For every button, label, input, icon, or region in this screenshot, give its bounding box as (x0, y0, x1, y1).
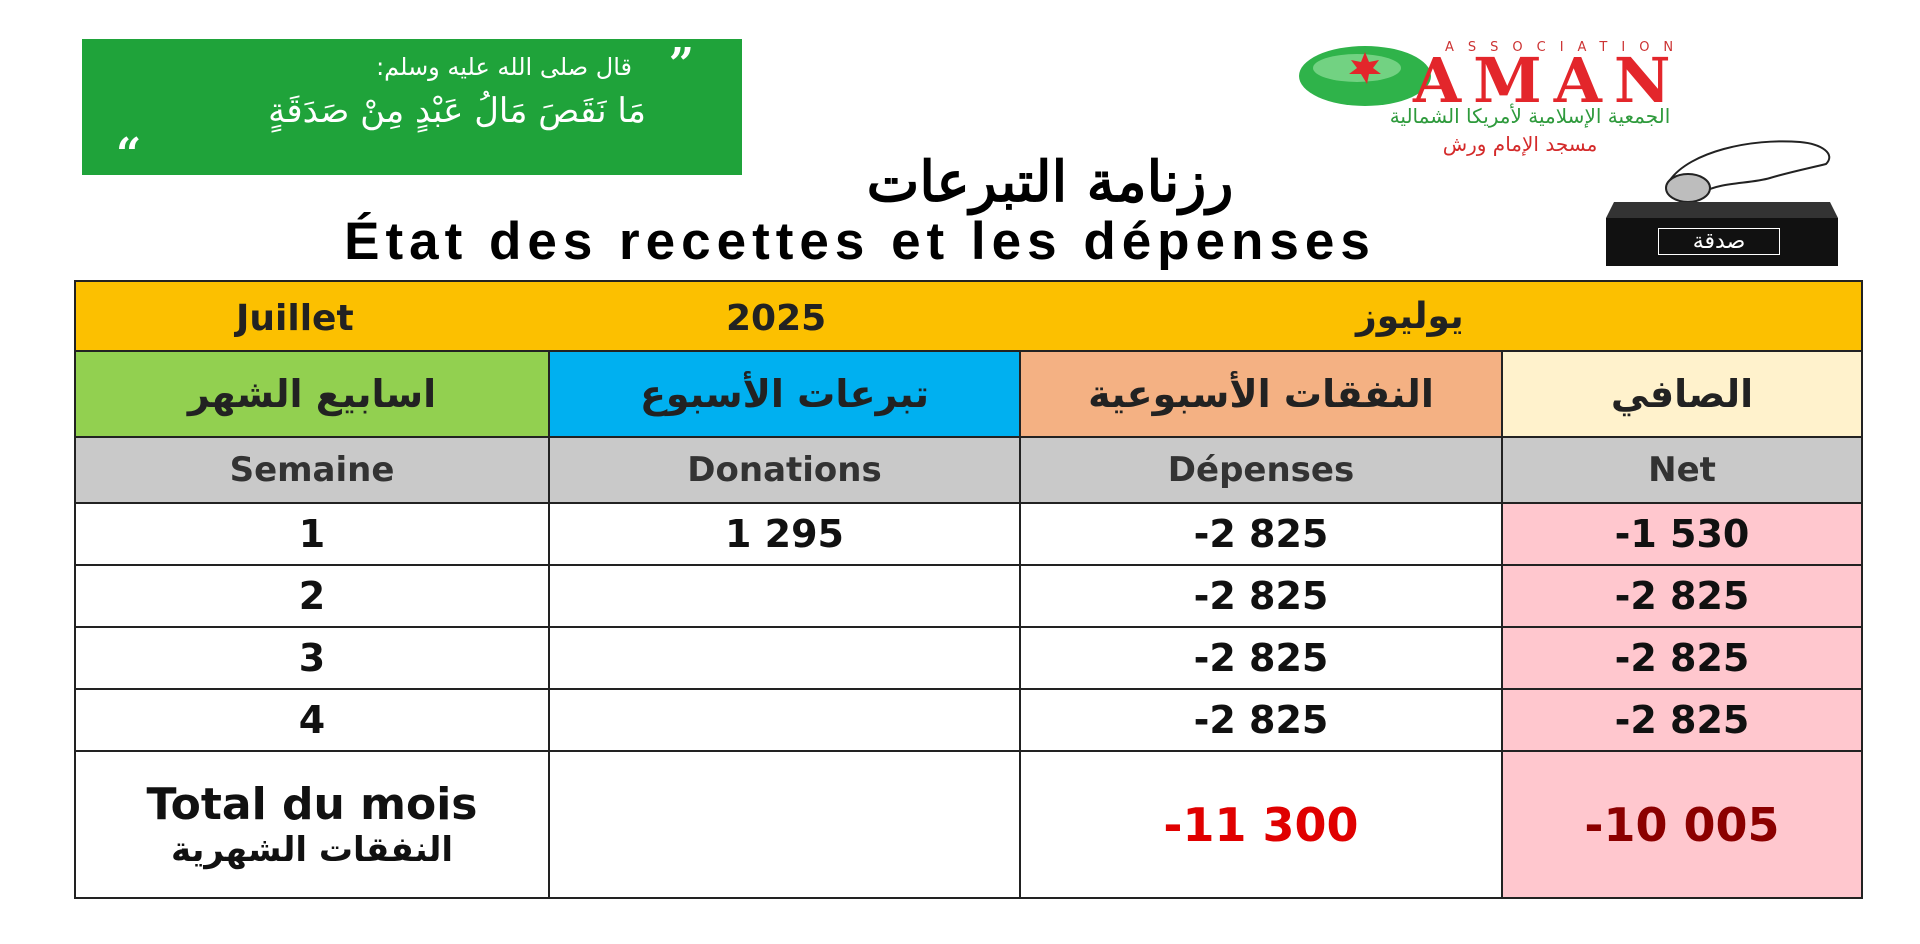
aman-logo: ASSOCIATION AMAN الجمعية الإسلامية لأمري… (1295, 36, 1755, 161)
header-net-ar: الصافي (1501, 350, 1863, 438)
logo-association-text: ASSOCIATION (1445, 40, 1688, 55)
close-quote-mark: “ (116, 129, 142, 180)
total-label-arabic: النفقات الشهرية (170, 830, 453, 870)
hand-icon (1606, 140, 1838, 266)
month-french: Juillet (236, 298, 354, 339)
header-donations-ar: تبرعات الأسبوع (548, 350, 1021, 438)
logo-brand: AMAN (1413, 44, 1683, 117)
month-cell: Juillet 2025 يوليوز (74, 280, 1863, 352)
month-arabic: يوليوز (1356, 296, 1464, 337)
week-expenses: -2 825 (1019, 626, 1503, 690)
week-donations (548, 688, 1021, 752)
year: 2025 (726, 298, 827, 339)
logo-mosque-name: مسجد الإمام ورش (1442, 132, 1598, 156)
header-donations-fr: Donations (548, 436, 1021, 504)
header-expenses-fr: Dépenses (1019, 436, 1503, 504)
week-donations: 1 295 (548, 502, 1021, 566)
donation-box-illustration: صدقة (1600, 132, 1840, 266)
week-net: -1 530 (1501, 502, 1863, 566)
hadith-text: مَا نَقَصَ مَالُ عَبْدٍ مِنْ صَدَقَةٍ (268, 91, 646, 131)
hadith-intro: قال صلى الله عليه وسلم: (376, 53, 632, 81)
header-weeks-ar: اسابيع الشهر (74, 350, 550, 438)
week-donations (548, 564, 1021, 628)
month-row: Juillet 2025 يوليوز (74, 280, 1863, 352)
page-title-french: État des recettes et les dépenses (344, 212, 1376, 271)
table-row: 4 -2 825 -2 825 (74, 688, 1863, 752)
logo-arabic-name: الجمعية الإسلامية لأمريكا الشمالية (1389, 104, 1671, 128)
week-number: 4 (74, 688, 550, 752)
total-row: Total du mois النفقات الشهرية -11 300 -1… (74, 750, 1863, 899)
open-quote-mark: ” (668, 39, 694, 90)
donations-table: Juillet 2025 يوليوز اسابيع الشهر تبرعات … (74, 280, 1863, 899)
total-donations (548, 750, 1021, 899)
total-net: -10 005 (1501, 750, 1863, 899)
box-label: صدقة (1658, 228, 1780, 255)
table-row: 1 1 295 -2 825 -1 530 (74, 502, 1863, 566)
week-donations (548, 626, 1021, 690)
page-title-arabic: رزنامة التبرعات (866, 149, 1234, 215)
week-expenses: -2 825 (1019, 688, 1503, 752)
week-number: 3 (74, 626, 550, 690)
globe-icon (1299, 46, 1431, 106)
week-expenses: -2 825 (1019, 564, 1503, 628)
french-header-row: Semaine Donations Dépenses Net (74, 436, 1863, 504)
table-row: 2 -2 825 -2 825 (74, 564, 1863, 628)
week-expenses: -2 825 (1019, 502, 1503, 566)
hadith-banner: ” قال صلى الله عليه وسلم: مَا نَقَصَ مَا… (82, 39, 742, 180)
total-label: Total du mois النفقات الشهرية (74, 750, 550, 899)
header-week-fr: Semaine (74, 436, 550, 504)
arabic-header-row: اسابيع الشهر تبرعات الأسبوع النفقات الأس… (74, 350, 1863, 438)
header-expenses-ar: النفقات الأسبوعية (1019, 350, 1503, 438)
header-net-fr: Net (1501, 436, 1863, 504)
total-expenses: -11 300 (1019, 750, 1503, 899)
week-number: 1 (74, 502, 550, 566)
week-net: -2 825 (1501, 626, 1863, 690)
week-net: -2 825 (1501, 564, 1863, 628)
total-label-french: Total du mois (146, 779, 478, 830)
table-row: 3 -2 825 -2 825 (74, 626, 1863, 690)
week-number: 2 (74, 564, 550, 628)
week-net: -2 825 (1501, 688, 1863, 752)
